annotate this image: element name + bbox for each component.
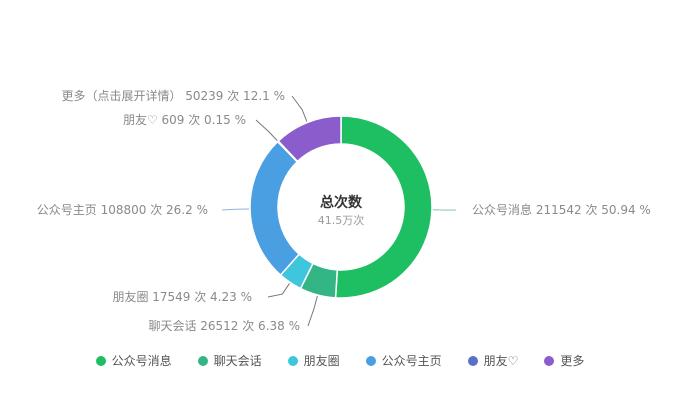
donut-slice[interactable] [334, 115, 433, 299]
legend-dot-icon [197, 355, 208, 366]
legend-dot-icon [467, 355, 478, 366]
center-subtitle: 41.5万次 [318, 213, 365, 227]
legend-dot-icon [95, 355, 106, 366]
legend-item-moments[interactable]: 朋友圈 [287, 352, 340, 369]
legend-item-chat[interactable]: 聊天会话 [197, 352, 262, 369]
legend-dot-icon [365, 355, 376, 366]
slice-label: 聊天会话 26512 次 6.38 % [148, 319, 300, 333]
legend-label: 朋友圈 [303, 354, 340, 368]
center-title: 总次数 [320, 194, 363, 211]
legend-label: 更多 [560, 354, 585, 368]
donut-slice[interactable] [249, 140, 301, 277]
leader-line [291, 95, 308, 122]
legend-dot-icon [287, 355, 298, 366]
slice-label: 公众号消息 211542 次 50.94 % [472, 202, 651, 217]
leader-line [267, 283, 290, 298]
leader-line [307, 295, 318, 327]
slice-label[interactable]: 更多（点击展开详情） 50239 次 12.1 % [61, 88, 285, 103]
legend-label: 聊天会话 [213, 354, 262, 368]
legend-label: 公众号消息 [111, 354, 172, 368]
chart-legend: 公众号消息 聊天会话 朋友圈 公众号主页 朋友♡ 更多 [0, 352, 680, 369]
donut-slices [249, 115, 433, 299]
legend-dot-icon [544, 355, 555, 366]
donut-slice[interactable] [277, 115, 342, 163]
legend-item-public-msg[interactable]: 公众号消息 [95, 352, 172, 369]
leader-lines [221, 95, 457, 327]
slice-label: 公众号主页 108800 次 26.2 % [37, 203, 208, 217]
legend-item-public-home[interactable]: 公众号主页 [365, 352, 442, 369]
slice-label: 朋友♡ 609 次 0.15 % [123, 113, 246, 127]
legend-label: 公众号主页 [381, 354, 442, 368]
slice-labels: 公众号消息 211542 次 50.94 % 聊天会话 26512 次 6.38 … [37, 88, 651, 333]
leader-line [255, 119, 278, 141]
leader-line [221, 208, 250, 211]
legend-item-friends[interactable]: 朋友♡ [467, 352, 519, 369]
legend-label: 朋友♡ [483, 354, 519, 368]
slice-label: 朋友圈 17549 次 4.23 % [112, 290, 252, 304]
legend-item-more[interactable]: 更多 [544, 352, 584, 369]
